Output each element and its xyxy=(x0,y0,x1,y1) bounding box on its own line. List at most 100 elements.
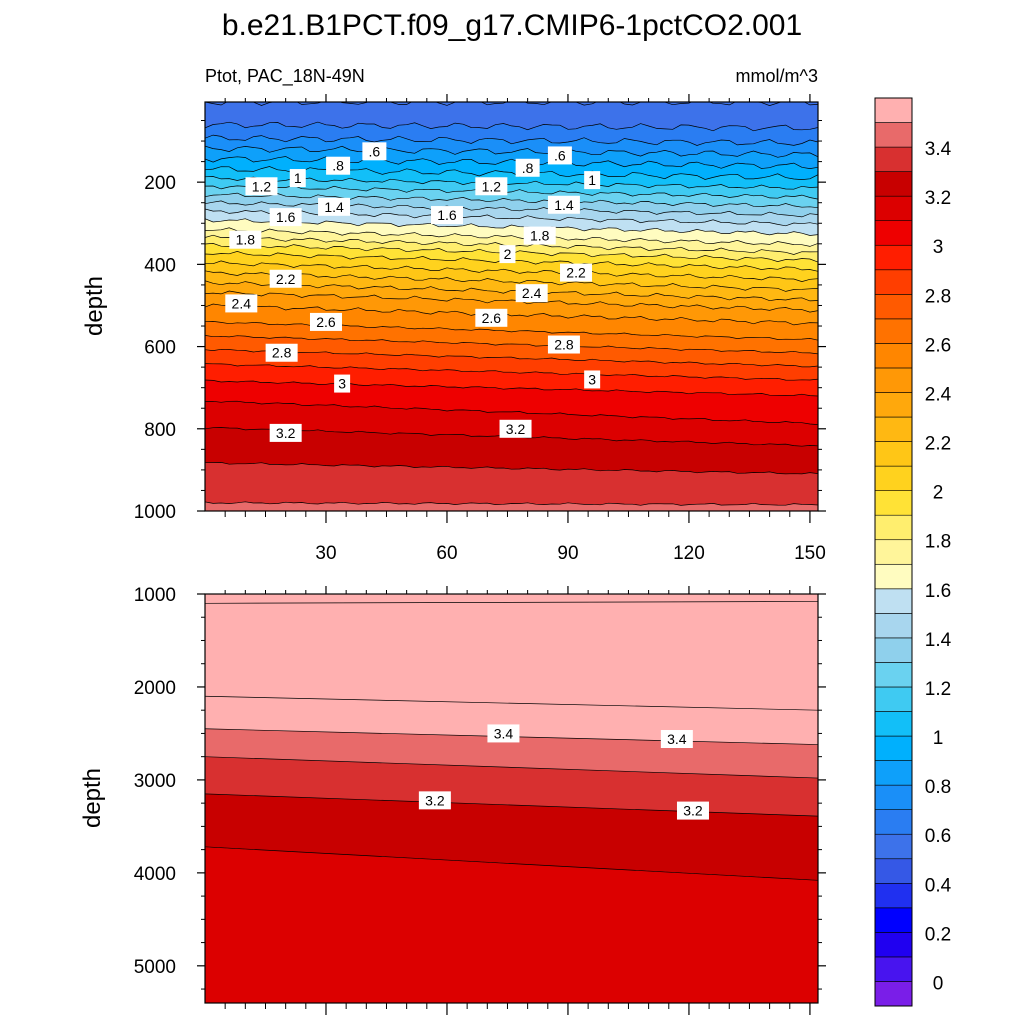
colorbar-label: 2.2 xyxy=(925,434,951,455)
upper-contour-line xyxy=(205,218,818,236)
colorbar-swatch xyxy=(874,97,913,123)
upper-contour-line xyxy=(205,121,818,132)
upper-contour-label-bg xyxy=(225,294,258,313)
lower-panel: 3.4 3.4 3.2 3.2 1000 2000 3000 4000 5000 depth xyxy=(79,585,826,1015)
upper-contour-line xyxy=(205,227,818,247)
upper-contour-label: 2.8 xyxy=(272,345,292,361)
colorbar-swatch xyxy=(874,613,913,639)
upper-contour-label: 2.2 xyxy=(276,271,296,287)
upper-y-tick-label: 1000 xyxy=(134,502,176,523)
upper-contour-label: 2.2 xyxy=(566,265,586,281)
upper-x-tick-label: 30 xyxy=(315,543,336,564)
lower-y-axis-label: depth xyxy=(79,768,106,828)
upper-contour-line xyxy=(205,260,818,282)
upper-contour-label: 2.6 xyxy=(316,314,336,330)
upper-contour-label: 3 xyxy=(338,376,346,392)
colorbar-swatch xyxy=(874,490,913,516)
upper-contour-label-bg xyxy=(475,177,508,196)
upper-contour-line xyxy=(205,303,818,326)
colorbar-swatch xyxy=(874,244,913,271)
colorbar-swatch xyxy=(874,343,913,369)
upper-contour-line xyxy=(205,321,818,341)
lower-y-tick-label: 5000 xyxy=(134,957,176,978)
colorbar-swatch xyxy=(874,735,913,761)
colorbar-swatch xyxy=(874,882,913,909)
lower-contour-label: 3.2 xyxy=(683,803,703,819)
colorbar-swatch xyxy=(874,907,913,933)
upper-contour-line xyxy=(205,102,818,106)
upper-contour-label: 1.2 xyxy=(252,178,272,194)
upper-contour-label-bg xyxy=(245,177,278,196)
upper-contour-label: 2.4 xyxy=(232,295,252,311)
upper-y-tick-label: 600 xyxy=(144,338,176,359)
upper-contour-label-bg xyxy=(584,171,601,190)
lower-y-tick-label: 4000 xyxy=(134,864,176,885)
lower-contour-label: 3.4 xyxy=(667,731,687,747)
lower-contour-label-bg xyxy=(660,730,693,749)
colorbar-swatch xyxy=(874,195,913,222)
upper-y-tick-label: 800 xyxy=(144,420,176,441)
upper-contour-label-bg xyxy=(560,263,593,282)
upper-contour-line xyxy=(205,501,818,506)
lower-contour-label-bg xyxy=(418,791,451,810)
upper-contour-line xyxy=(205,208,818,227)
colorbar-swatch xyxy=(874,981,913,1007)
upper-contour-line xyxy=(205,200,818,218)
colorbar-swatch xyxy=(874,318,913,344)
upper-contour-label-bg xyxy=(289,169,306,188)
upper-contour-label-bg xyxy=(515,284,548,303)
upper-contour-label-bg xyxy=(309,312,342,331)
upper-contour-label-bg xyxy=(499,245,516,264)
colorbar-swatch xyxy=(874,686,913,712)
upper-contour-label: .8 xyxy=(522,160,534,176)
upper-contour-label: 1.8 xyxy=(530,228,550,244)
upper-contour-label: 1.8 xyxy=(236,232,256,248)
colorbar-label: 1.2 xyxy=(925,679,951,700)
upper-contour-line xyxy=(205,379,818,397)
lower-y-tick-label: 1000 xyxy=(134,585,176,606)
upper-contour-label-bg xyxy=(475,308,508,327)
upper-contour-band xyxy=(205,462,818,511)
colorbar-label: 1 xyxy=(933,728,944,749)
upper-x-tick-label: 120 xyxy=(673,543,705,564)
upper-contour-label: 3.2 xyxy=(506,421,526,437)
upper-contour-band xyxy=(205,501,818,511)
colorbar-swatch xyxy=(874,858,913,884)
lower-contour-line xyxy=(205,695,818,711)
upper-contour-line xyxy=(205,270,818,292)
lower-contour-line xyxy=(205,793,818,817)
lower-plot-frame xyxy=(204,593,819,1004)
colorbar-swatch xyxy=(874,662,913,688)
colorbar-swatch xyxy=(874,441,913,467)
colorbar-label: 3 xyxy=(933,237,944,258)
colorbar-swatch xyxy=(874,637,913,663)
upper-x-tick-label: 90 xyxy=(557,543,578,564)
colorbar-label: 1.8 xyxy=(925,532,951,553)
colorbar-swatch xyxy=(874,784,913,810)
upper-contour-line xyxy=(205,400,818,425)
upper-contour-line xyxy=(205,335,818,355)
upper-contour-label-bg xyxy=(523,226,556,245)
lower-y-tick-label: 3000 xyxy=(134,771,176,792)
upper-contour-label: 2.6 xyxy=(482,310,502,326)
colorbar-swatch xyxy=(874,539,913,565)
upper-plot-frame xyxy=(204,101,819,512)
upper-contour-label: 2 xyxy=(504,246,512,262)
upper-contour-label: .6 xyxy=(554,147,566,163)
upper-contour-line xyxy=(205,185,818,200)
upper-contour-line xyxy=(205,145,818,158)
colorbar-swatch xyxy=(874,367,913,393)
upper-contour-label-bg xyxy=(362,142,387,161)
lower-contour-band xyxy=(205,601,818,711)
colorbar: 0 0.2 0.4 0.6 0.8 1 1.2 1.4 1.6 1.8 2 2.2 2.4 2.6 2.8 3… xyxy=(874,97,952,1007)
colorbar-frame xyxy=(874,97,913,1007)
upper-contour-label-bg xyxy=(269,423,302,442)
upper-contour-label: 1 xyxy=(294,170,302,186)
upper-contour-line xyxy=(205,166,818,180)
upper-panel: .6 .6 .8 .8 1 1 1.2 1.2 1.4 1.4 1.6 1.6 1.8 1.8 2 2.2 2.… xyxy=(81,94,826,564)
colorbar-label: 3.4 xyxy=(925,139,952,160)
upper-contour-line xyxy=(205,363,818,381)
upper-contour-label-bg xyxy=(269,269,302,288)
upper-contour-label-bg xyxy=(547,195,580,214)
